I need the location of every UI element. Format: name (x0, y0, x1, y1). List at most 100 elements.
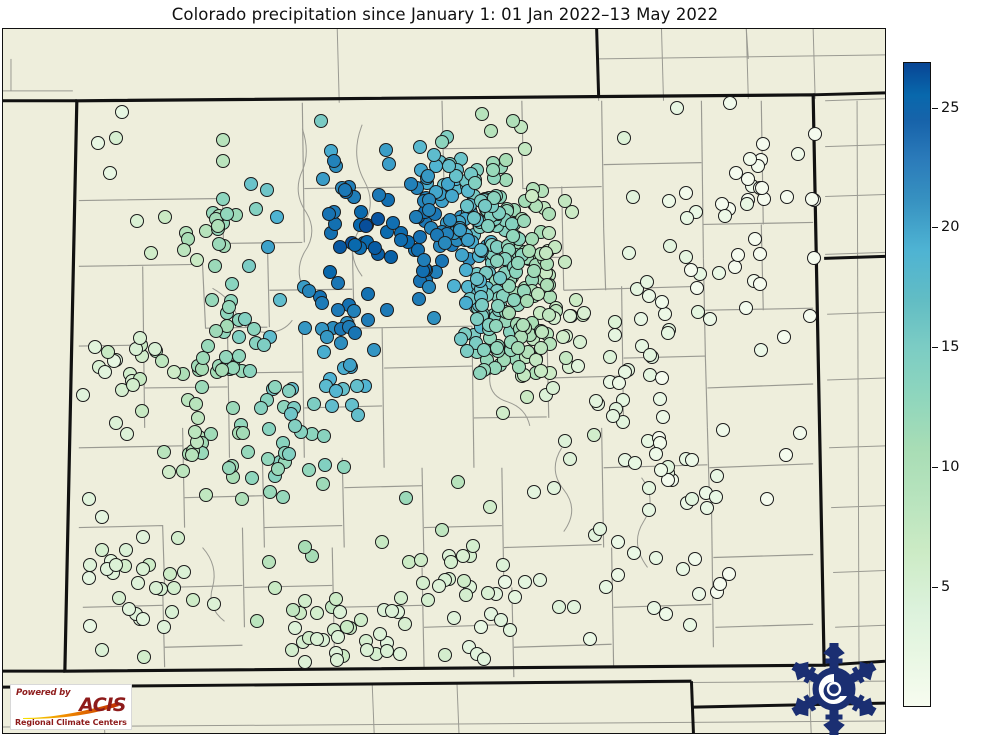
precip-station-point (212, 237, 227, 252)
precip-station-point (502, 305, 517, 320)
colorbar-tick-mark (932, 227, 938, 229)
precip-station-point (118, 542, 133, 557)
precip-station-point (320, 329, 335, 344)
precip-station-point (727, 260, 742, 275)
precip-station-point (323, 265, 338, 280)
precip-station-point (507, 589, 522, 604)
precip-station-point (450, 475, 465, 490)
precip-station-point (360, 313, 375, 328)
precip-station-point (527, 484, 542, 499)
precip-station-point (592, 521, 607, 536)
precip-station-point (683, 262, 698, 277)
page-title: Colorado precipitation since January 1: … (171, 4, 719, 24)
precip-station-point (261, 421, 276, 436)
precip-station-point (297, 593, 312, 608)
precip-station-point (587, 427, 602, 442)
precip-station-point (747, 232, 762, 247)
precip-station-point (793, 426, 808, 441)
precip-station-point (565, 205, 580, 220)
precip-station-point (262, 554, 277, 569)
precip-station-point (219, 349, 234, 364)
precip-station-point (108, 131, 123, 146)
precip-station-point (313, 114, 328, 129)
precip-station-point (679, 185, 694, 200)
precip-station-point (137, 650, 152, 665)
precip-station-point (489, 341, 504, 356)
precip-station-point (684, 491, 699, 506)
precip-station-point (98, 365, 113, 380)
precip-station-point (421, 202, 436, 217)
precip-station-point (505, 113, 520, 128)
precip-station-point (339, 620, 354, 635)
precip-station-point (91, 135, 106, 150)
precip-station-point (332, 605, 347, 620)
precip-station-point (469, 311, 484, 326)
precip-station-point (225, 401, 240, 416)
precip-station-point (738, 301, 753, 316)
precip-station-point (641, 502, 656, 517)
precip-station-point (456, 573, 471, 588)
precip-station-point (626, 190, 641, 205)
precip-station-point (512, 359, 527, 374)
precip-station-point (443, 212, 458, 227)
precip-station-point (682, 618, 697, 633)
precip-station-point (260, 239, 275, 254)
precip-station-point (458, 296, 473, 311)
precip-station-point (327, 153, 342, 168)
precip-station-point (115, 105, 130, 120)
precip-station-point (222, 299, 237, 314)
precip-station-point (94, 543, 109, 558)
precip-station-point (685, 453, 700, 468)
precip-station-point (207, 597, 222, 612)
precip-station-point (493, 270, 508, 285)
precip-station-point (195, 380, 210, 395)
precip-station-point (221, 461, 236, 476)
precip-station-point (420, 168, 435, 183)
colorbar-tick-mark (932, 467, 938, 469)
precip-station-point (753, 277, 768, 292)
precip-station-point (435, 134, 450, 149)
precip-station-point (525, 189, 540, 204)
precip-station-point (262, 485, 277, 500)
precip-station-point (204, 426, 219, 441)
precip-station-point (112, 590, 127, 605)
precip-station-point (330, 630, 345, 645)
precip-station-point (301, 463, 316, 478)
precip-station-point (254, 400, 269, 415)
precip-station-point (332, 240, 347, 255)
precip-station-point (654, 370, 669, 385)
precip-station-point (314, 295, 329, 310)
precip-station-point (460, 233, 475, 248)
precip-station-point (416, 576, 431, 591)
precip-station-point (337, 460, 352, 475)
precip-station-point (243, 176, 258, 191)
colorbar-tick-label: 15 (941, 339, 960, 356)
precip-station-point (517, 575, 532, 590)
precip-station-point (167, 365, 182, 380)
precip-station-point (155, 353, 170, 368)
precip-station-point (351, 408, 366, 423)
precip-station-point (688, 551, 703, 566)
precip-station-point (452, 222, 467, 237)
precip-station-point (558, 193, 573, 208)
colorbar-gradient (903, 62, 931, 707)
precip-station-point (324, 399, 339, 414)
precip-station-point (273, 292, 288, 307)
precip-station-point (502, 622, 517, 637)
precip-station-point (472, 366, 487, 381)
precip-station-point (459, 344, 474, 359)
precip-station-point (676, 562, 691, 577)
precip-station-point (708, 489, 723, 504)
precip-station-point (662, 239, 677, 253)
precip-station-point (380, 644, 395, 659)
precip-station-point (382, 157, 397, 172)
precip-station-point (333, 336, 348, 351)
precip-station-point (612, 375, 627, 390)
precip-station-point (658, 307, 673, 322)
precip-station-point (648, 551, 663, 566)
precip-station-point (191, 410, 206, 425)
precip-station-point (679, 210, 694, 225)
precip-station-point (231, 329, 246, 344)
precip-station-point (506, 228, 521, 243)
